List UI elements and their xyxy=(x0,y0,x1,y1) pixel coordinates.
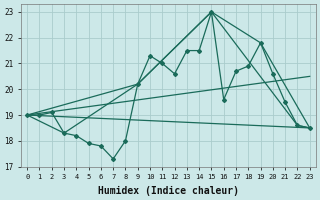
X-axis label: Humidex (Indice chaleur): Humidex (Indice chaleur) xyxy=(98,186,239,196)
